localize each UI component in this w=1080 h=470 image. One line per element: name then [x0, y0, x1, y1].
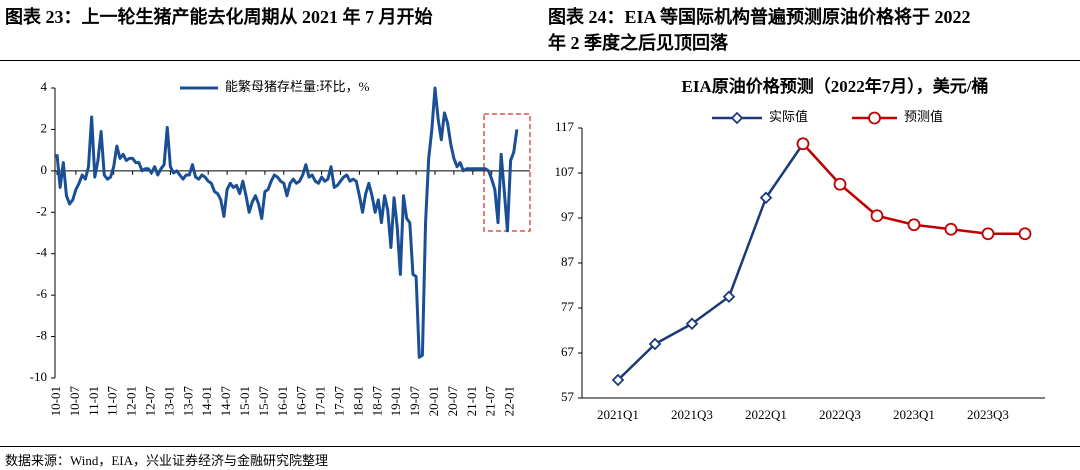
x-tick-label: 20-01 — [426, 386, 441, 416]
x-tick-label: 11-07 — [105, 386, 120, 416]
x-tick-label: 2022Q1 — [745, 407, 787, 422]
caption-line: 图表 23：上一轮生猪产能去化周期从 2021 年 7 月开始 — [5, 7, 433, 27]
x-tick-label: 17-07 — [331, 386, 346, 417]
x-tick-label: 19-01 — [388, 386, 403, 416]
y-tick-label: -4 — [36, 245, 47, 260]
rule — [0, 446, 1080, 447]
marker — [870, 209, 884, 223]
x-tick-label: 15-01 — [237, 386, 252, 416]
legend-marker — [730, 111, 744, 125]
x-tick-label: 12-01 — [124, 386, 139, 416]
marker — [1018, 227, 1032, 241]
caption-line: 图表 24：EIA 等国际机构普遍预测原油价格将于 2022 — [548, 7, 971, 27]
x-tick-label: 2022Q3 — [819, 407, 861, 422]
x-tick-label: 22-01 — [502, 386, 517, 416]
y-tick-label: 57 — [561, 389, 575, 404]
figure-caption: 图表 23：上一轮生猪产能去化周期从 2021 年 7 月开始 — [5, 4, 433, 30]
x-tick-label: 21-07 — [483, 386, 498, 417]
x-tick-label: 16-07 — [294, 386, 309, 417]
marker — [796, 137, 810, 151]
x-tick-label: 13-07 — [180, 386, 195, 417]
y-tick-label: 67 — [561, 344, 575, 359]
marker — [722, 290, 736, 304]
y-tick-label: -10 — [30, 369, 47, 384]
y-tick-label: 107 — [555, 164, 575, 179]
rule — [0, 60, 1080, 61]
y-tick-label: -8 — [36, 328, 47, 343]
y-tick-label: 2 — [41, 120, 48, 135]
marker — [981, 227, 995, 241]
y-tick-label: 77 — [561, 299, 575, 314]
source-note: 数据来源：Wind，EIA，兴业证券经济与金融研究院整理 — [5, 453, 329, 468]
x-tick-label: 2021Q1 — [597, 407, 639, 422]
x-tick-label: 2023Q3 — [967, 407, 1009, 422]
marker — [907, 218, 921, 232]
y-tick-label: -6 — [36, 286, 47, 301]
x-tick-label: 18-07 — [369, 386, 384, 417]
y-tick-label: 97 — [561, 209, 575, 224]
line — [617, 143, 805, 381]
line — [55, 86, 519, 359]
chart-title: EIA原油价格预测（2022年7月），美元/桶 — [682, 76, 989, 96]
x-tick-label: 20-07 — [445, 386, 460, 417]
x-tick-label: 12-07 — [142, 386, 157, 417]
marker — [648, 337, 662, 351]
x-tick-label: 21-01 — [464, 386, 479, 416]
x-tick-label: 17-01 — [313, 386, 328, 416]
marker — [944, 222, 958, 236]
y-tick-label: 87 — [561, 254, 575, 269]
y-tick-label: 4 — [41, 79, 48, 94]
y-tick-label: -2 — [36, 203, 47, 218]
x-tick-label: 14-01 — [199, 386, 214, 416]
x-tick-label: 2021Q3 — [671, 407, 713, 422]
caption-line: 年 2 季度之后见顶回落 — [548, 33, 728, 53]
x-tick-label: 16-01 — [275, 386, 290, 416]
legend-label: 能繁母猪存栏量:环比，% — [225, 79, 370, 94]
legend-label: 预测值 — [904, 109, 943, 124]
x-tick-label: 2023Q1 — [893, 407, 935, 422]
x-tick-label: 11-01 — [86, 386, 101, 416]
marker — [759, 191, 773, 205]
x-tick-label: 19-07 — [407, 386, 422, 417]
x-tick-label: 14-07 — [218, 386, 233, 417]
x-tick-label: 15-07 — [256, 386, 271, 417]
figure-caption: 图表 24：EIA 等国际机构普遍预测原油价格将于 2022 年 2 季度之后见顶… — [548, 4, 971, 56]
marker — [685, 317, 699, 331]
marker — [611, 373, 625, 387]
y-tick-label: 0 — [41, 162, 48, 177]
legend-label: 实际值 — [769, 109, 808, 124]
x-tick-label: 18-01 — [350, 386, 365, 416]
legend-marker — [868, 111, 881, 125]
x-tick-label: 13-01 — [161, 386, 176, 416]
x-tick-label: 10-01 — [48, 386, 63, 416]
marker — [833, 177, 847, 191]
x-tick-label: 10-07 — [67, 386, 82, 417]
y-tick-label: 117 — [555, 119, 575, 134]
